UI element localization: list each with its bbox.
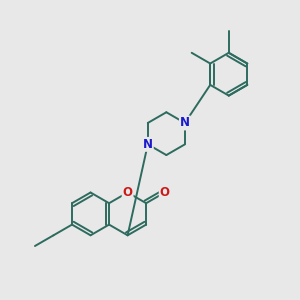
Text: N: N [143,138,153,151]
Text: O: O [123,186,133,199]
Text: O: O [160,186,170,199]
Text: N: N [180,116,190,130]
